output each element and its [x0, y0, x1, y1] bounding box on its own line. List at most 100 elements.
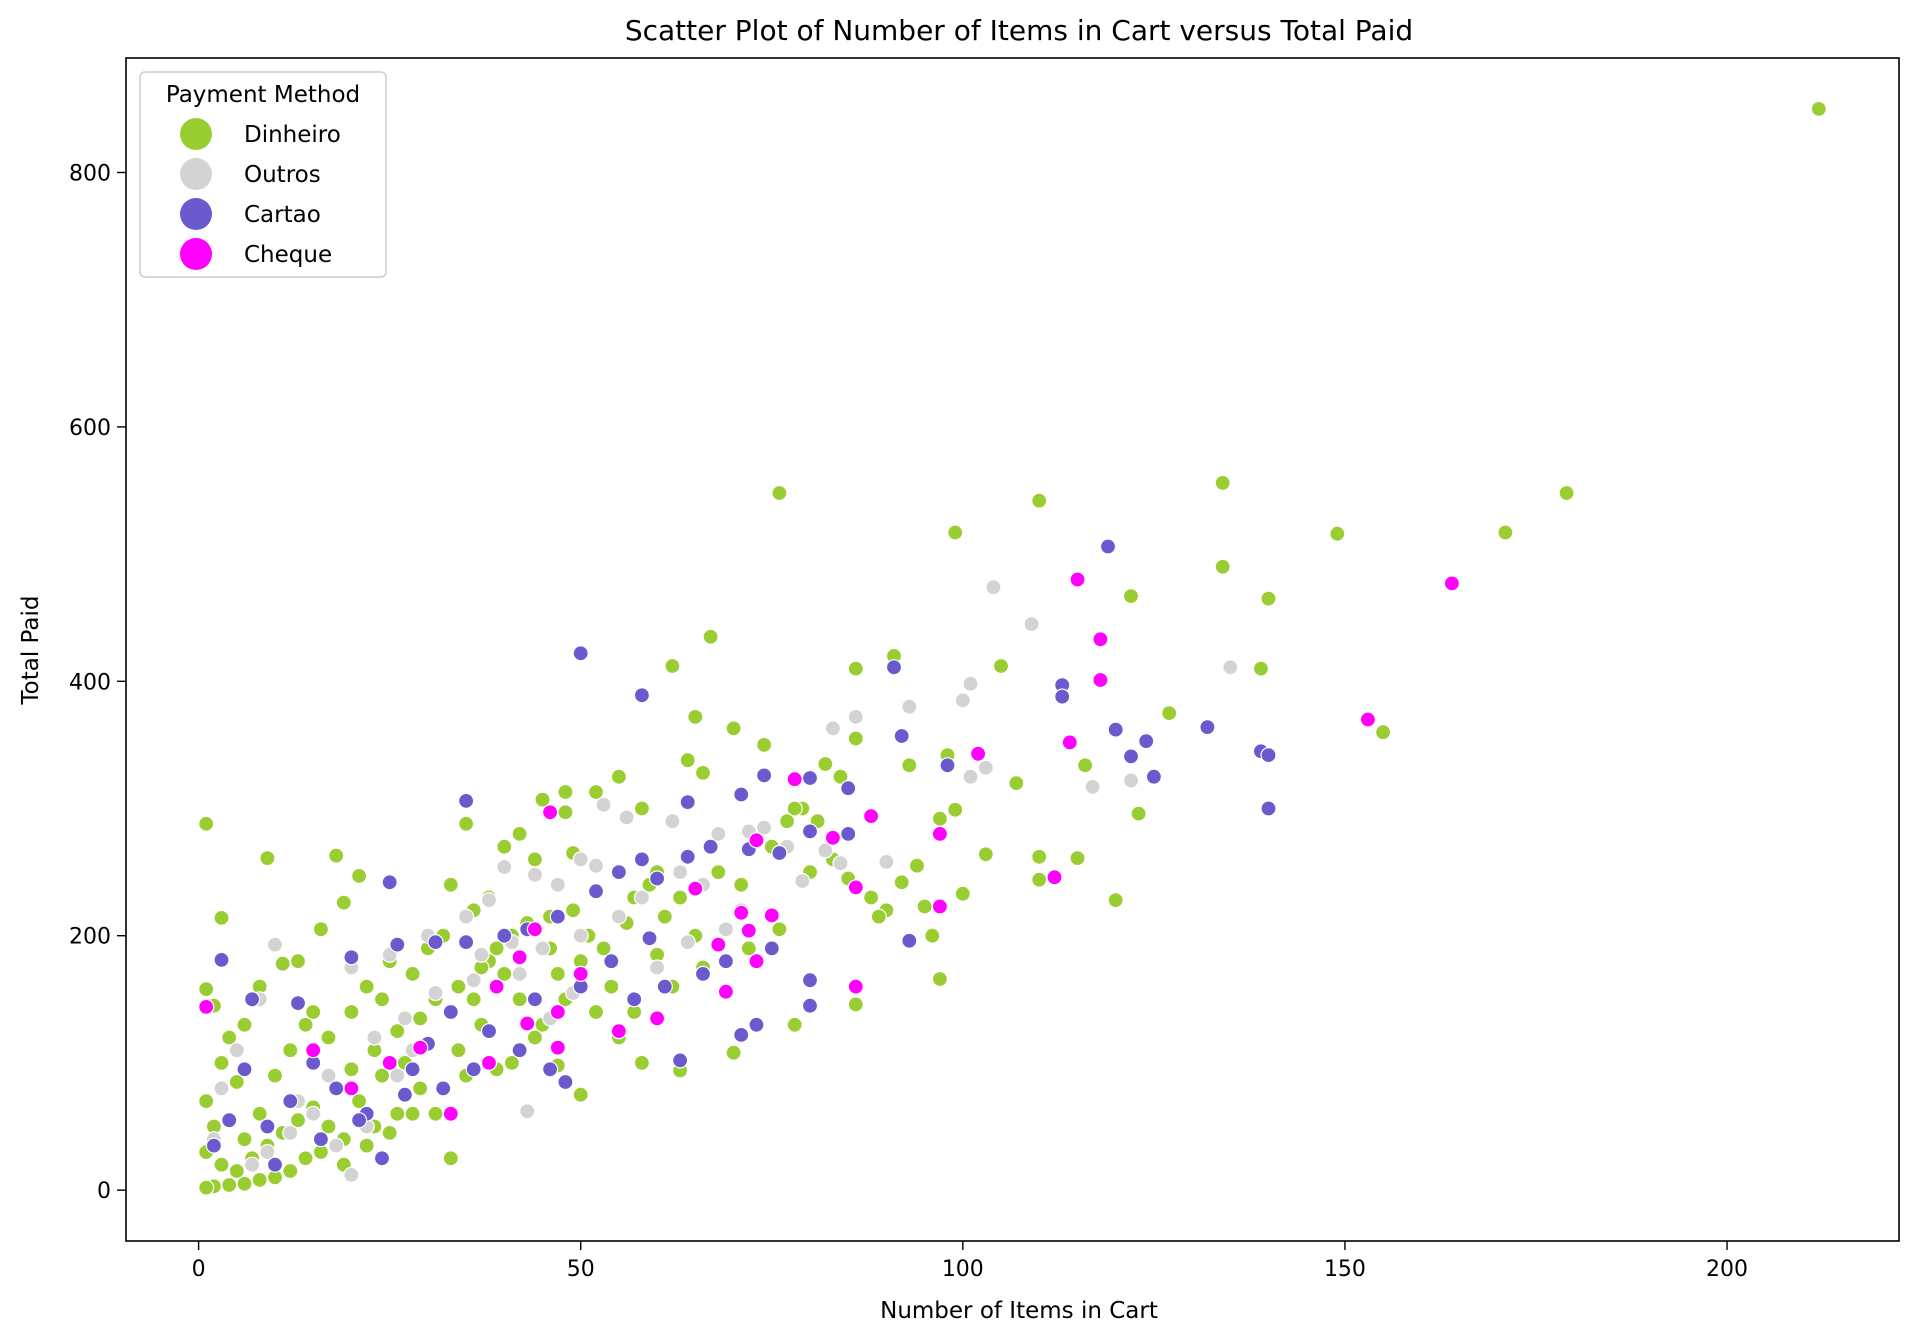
- point-outros: [320, 1067, 337, 1084]
- point-cartao: [511, 1042, 528, 1059]
- point-dinheiro: [832, 768, 849, 785]
- point-dinheiro: [1329, 525, 1346, 542]
- point-outros: [458, 908, 475, 925]
- point-cartao: [801, 823, 819, 840]
- point-dinheiro: [198, 980, 215, 998]
- point-cheque: [549, 1003, 566, 1021]
- point-dinheiro: [236, 1016, 253, 1033]
- point-cheque: [381, 1054, 398, 1072]
- point-cheque: [763, 907, 780, 924]
- point-cartao: [458, 792, 475, 810]
- point-dinheiro: [320, 1029, 337, 1046]
- point-cartao: [763, 940, 780, 957]
- point-outros: [282, 1124, 299, 1142]
- point-cheque: [717, 983, 735, 1000]
- point-dinheiro: [358, 1137, 375, 1154]
- y-tick-label: 400: [69, 670, 111, 695]
- point-cartao: [259, 1118, 276, 1135]
- point-outros: [717, 921, 735, 938]
- point-outros: [824, 720, 842, 737]
- point-dinheiro: [610, 768, 628, 785]
- point-dinheiro: [786, 1016, 803, 1033]
- legend-marker-cartao: [180, 198, 212, 230]
- point-cartao: [587, 883, 605, 900]
- point-dinheiro: [351, 1092, 368, 1110]
- point-cartao: [901, 932, 918, 949]
- point-dinheiro: [389, 1022, 406, 1040]
- point-cartao: [626, 991, 643, 1008]
- point-dinheiro: [266, 1067, 284, 1084]
- point-outros: [259, 1143, 276, 1161]
- point-cheque: [1443, 575, 1461, 592]
- point-cheque: [1069, 571, 1086, 588]
- y-axis-label: Total Paid: [18, 596, 44, 706]
- point-outros: [710, 825, 727, 843]
- point-cheque: [824, 829, 842, 846]
- point-dinheiro: [557, 783, 574, 801]
- point-outros: [266, 936, 284, 953]
- point-dinheiro: [442, 876, 459, 893]
- point-cartao: [771, 844, 788, 862]
- point-dinheiro: [587, 783, 605, 801]
- point-cartao: [633, 687, 651, 704]
- point-outros: [534, 940, 551, 957]
- point-dinheiro: [1122, 587, 1140, 605]
- point-dinheiro: [893, 874, 910, 891]
- point-dinheiro: [297, 1016, 314, 1033]
- point-dinheiro: [1076, 757, 1094, 774]
- point-dinheiro: [817, 755, 834, 773]
- point-cartao: [885, 659, 903, 676]
- point-outros: [962, 768, 979, 785]
- point-cheque: [480, 1054, 498, 1072]
- point-cheque: [710, 936, 727, 953]
- point-cartao: [541, 1061, 559, 1078]
- point-cartao: [679, 793, 696, 811]
- point-cartao: [801, 997, 819, 1014]
- point-dinheiro: [633, 800, 651, 817]
- point-dinheiro: [977, 846, 994, 863]
- point-dinheiro: [221, 1029, 238, 1046]
- point-cartao: [480, 1022, 498, 1040]
- point-dinheiro: [1161, 704, 1178, 722]
- point-dinheiro: [442, 1150, 459, 1167]
- point-cartao: [1260, 800, 1277, 817]
- point-dinheiro: [503, 1054, 520, 1072]
- point-cheque: [740, 922, 757, 939]
- point-dinheiro: [213, 1054, 230, 1072]
- point-outros: [610, 908, 628, 925]
- point-cheque: [648, 1010, 666, 1027]
- y-tick-label: 0: [97, 1179, 111, 1204]
- point-dinheiro: [1558, 484, 1575, 502]
- point-outros: [755, 819, 773, 836]
- point-dinheiro: [595, 940, 612, 957]
- point-dinheiro: [412, 1010, 429, 1027]
- point-cartao: [427, 933, 444, 951]
- points-layer: [198, 100, 1827, 1196]
- point-dinheiro: [656, 908, 673, 925]
- point-dinheiro: [465, 991, 482, 1008]
- point-outros: [305, 1105, 322, 1122]
- point-outros: [328, 1137, 345, 1154]
- y-tick-label: 800: [69, 161, 111, 186]
- point-outros: [549, 876, 566, 893]
- point-cartao: [801, 972, 819, 989]
- point-outros: [679, 933, 696, 951]
- point-outros: [648, 959, 666, 976]
- point-cartao: [840, 825, 857, 843]
- point-cheque: [748, 953, 765, 970]
- point-cartao: [610, 863, 628, 881]
- point-dinheiro: [870, 908, 887, 925]
- point-dinheiro: [251, 1171, 268, 1189]
- point-outros: [396, 1010, 413, 1027]
- point-dinheiro: [847, 660, 864, 677]
- legend-title: Payment Method: [166, 82, 360, 108]
- point-cartao: [289, 994, 307, 1012]
- point-cheque: [931, 825, 949, 843]
- point-outros: [366, 1029, 383, 1046]
- point-outros: [817, 842, 834, 859]
- point-cartao: [755, 767, 773, 784]
- point-dinheiro: [236, 1131, 253, 1148]
- point-cartao: [458, 933, 475, 951]
- point-cartao: [671, 1052, 689, 1069]
- point-dinheiro: [373, 991, 391, 1008]
